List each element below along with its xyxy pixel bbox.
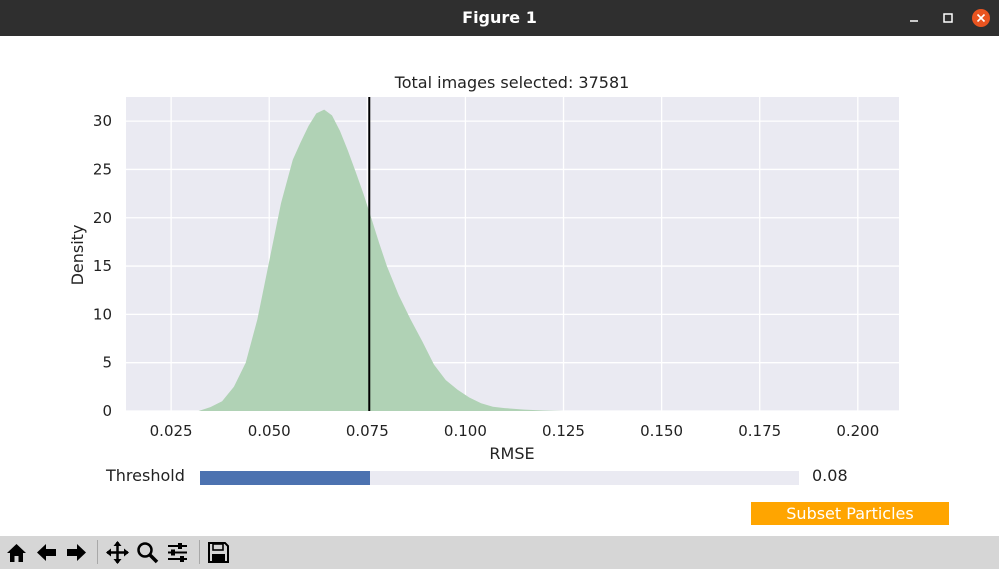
close-button[interactable] <box>970 7 992 29</box>
minimize-icon <box>910 20 918 22</box>
x-tick-label: 0.050 <box>248 422 291 440</box>
x-tick-label: 0.100 <box>444 422 487 440</box>
subset-particles-button[interactable]: Subset Particles <box>751 502 949 525</box>
zoom-icon <box>137 542 159 564</box>
window-titlebar: Figure 1 <box>0 0 999 36</box>
minimize-button[interactable] <box>903 7 925 29</box>
forward-icon <box>67 544 86 561</box>
toolbar-separator <box>199 540 200 564</box>
home-icon <box>7 544 26 562</box>
home-button[interactable] <box>3 539 30 566</box>
threshold-value: 0.08 <box>812 466 848 485</box>
x-tick-label: 0.200 <box>836 422 879 440</box>
y-tick-label: 15 <box>93 257 112 275</box>
y-axis-label: Density <box>68 225 87 286</box>
navigation-toolbar <box>0 536 999 569</box>
y-tick-label: 20 <box>93 209 112 227</box>
window-title: Figure 1 <box>462 8 537 27</box>
forward-button[interactable] <box>63 539 90 566</box>
toolbar-separator <box>97 540 98 564</box>
maximize-button[interactable] <box>937 7 959 29</box>
pan-button[interactable] <box>104 539 131 566</box>
plot-area <box>126 97 899 411</box>
save-button[interactable] <box>205 539 232 566</box>
threshold-slider[interactable] <box>200 471 799 485</box>
x-tick-label: 0.150 <box>640 422 683 440</box>
y-tick-label: 25 <box>93 160 112 178</box>
zoom-button[interactable] <box>134 539 161 566</box>
configure-subplots-button[interactable] <box>164 539 191 566</box>
maximize-icon <box>943 13 953 23</box>
close-icon <box>972 9 990 27</box>
x-tick-label: 0.175 <box>738 422 781 440</box>
threshold-slider-fill[interactable] <box>200 471 370 485</box>
chart: 0.025 0.050 0.075 0.100 0.125 0.150 0.175 0.200… <box>68 73 899 463</box>
chart-title: Total images selected: 37581 <box>394 73 630 92</box>
x-tick-label: 0.025 <box>150 422 193 440</box>
y-tick-label: 30 <box>93 112 112 130</box>
x-tick-label: 0.075 <box>346 422 389 440</box>
y-tick-label: 5 <box>102 354 112 372</box>
y-tick-label: 0 <box>102 402 112 420</box>
back-button[interactable] <box>33 539 60 566</box>
back-icon <box>37 544 56 561</box>
x-axis-label: RMSE <box>489 444 534 463</box>
x-tick-label: 0.125 <box>542 422 585 440</box>
pan-icon <box>106 541 129 564</box>
y-tick-label: 10 <box>93 305 112 323</box>
save-icon <box>208 542 229 563</box>
threshold-label: Threshold <box>106 466 185 485</box>
density-area <box>198 109 584 411</box>
configure-icon <box>168 543 187 562</box>
